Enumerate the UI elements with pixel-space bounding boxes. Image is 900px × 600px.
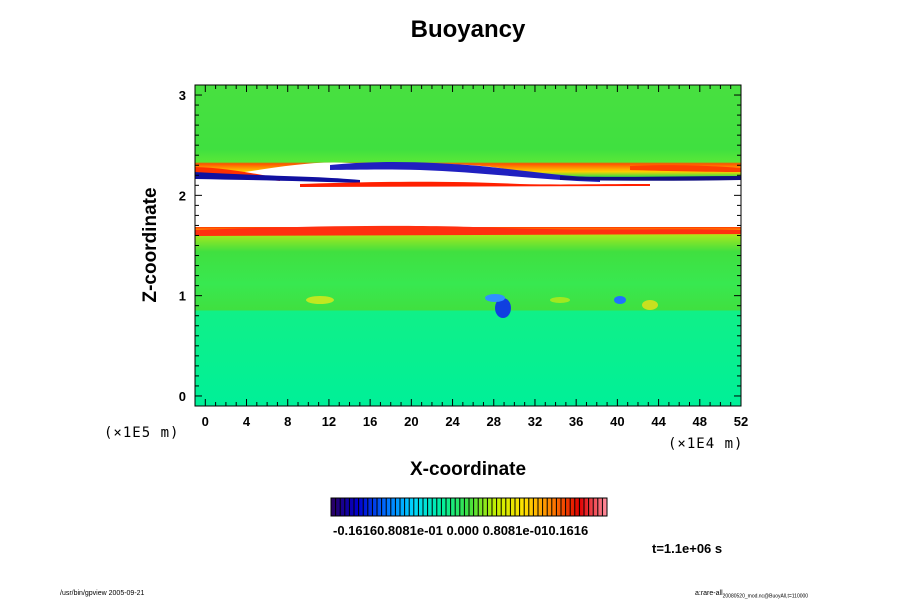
footer-right: a:rare-all20080520_mod.nc@BuoyAll,t=1100… [695,590,808,599]
y-tick-label: 2 [179,188,186,203]
x-axis-unit: (×1E4 m) [668,436,744,452]
x-axis-label: X-coordinate [409,459,527,480]
blue-plume-top [485,294,505,302]
colorbar-tick-labels: -0.16160.8081e-01 0.000 0.8081e-010.1616 [333,523,589,538]
dark-blue-line-right [560,176,741,181]
x-tick-label: 48 [693,414,707,429]
x-tick-label: 0 [202,414,209,429]
x-tick-label: 8 [284,414,291,429]
x-tick-label: 4 [243,414,251,429]
red-lower-edge [195,225,741,236]
time-annotation: t=1.1e+06 s [652,541,723,556]
x-tick-label: 16 [363,414,377,429]
y-axis-label: Z-coordinate [140,187,161,303]
x-tick-label: 36 [569,414,583,429]
x-tick-label: 28 [487,414,501,429]
x-tick-label: 12 [322,414,336,429]
y-axis: 0 1 2 3 [179,88,741,404]
dark-blue-line [195,172,360,183]
y-tick-label: 1 [179,289,186,304]
footer-left: /usr/bin/gpview 2005-09-21 [60,590,145,597]
yellow-spot-2 [642,300,658,310]
blue-plume [495,298,511,318]
y-axis-unit: (×1E5 m) [104,425,180,441]
colorbar-ticks [335,498,603,516]
footer-right-main: a:rare-all [695,590,723,597]
x-tick-label: 40 [610,414,624,429]
chart-title: Buoyancy [410,16,526,43]
y-tick-label: 3 [179,88,186,103]
x-axis: 0 4 8 12 16 20 24 28 32 36 40 44 48 52 [202,85,748,429]
footer-right-sub: 20080520_mod.nc@BuoyAll,t=110000 [722,593,809,600]
yellow-spot-3 [550,297,570,303]
x-tick-label: 24 [445,414,460,429]
blue-spot [614,296,626,304]
x-tick-label: 32 [528,414,542,429]
field-background [195,85,741,406]
yellow-spot-1 [306,296,334,304]
x-tick-label: 44 [651,414,666,429]
x-tick-label: 52 [734,414,748,429]
red-line [300,181,650,187]
y-tick-label: 0 [179,389,186,404]
heatmap-field [195,85,741,406]
white-core-region [195,187,741,227]
x-tick-label: 20 [404,414,418,429]
red-streak-right [630,165,741,172]
blue-streak [330,162,600,182]
